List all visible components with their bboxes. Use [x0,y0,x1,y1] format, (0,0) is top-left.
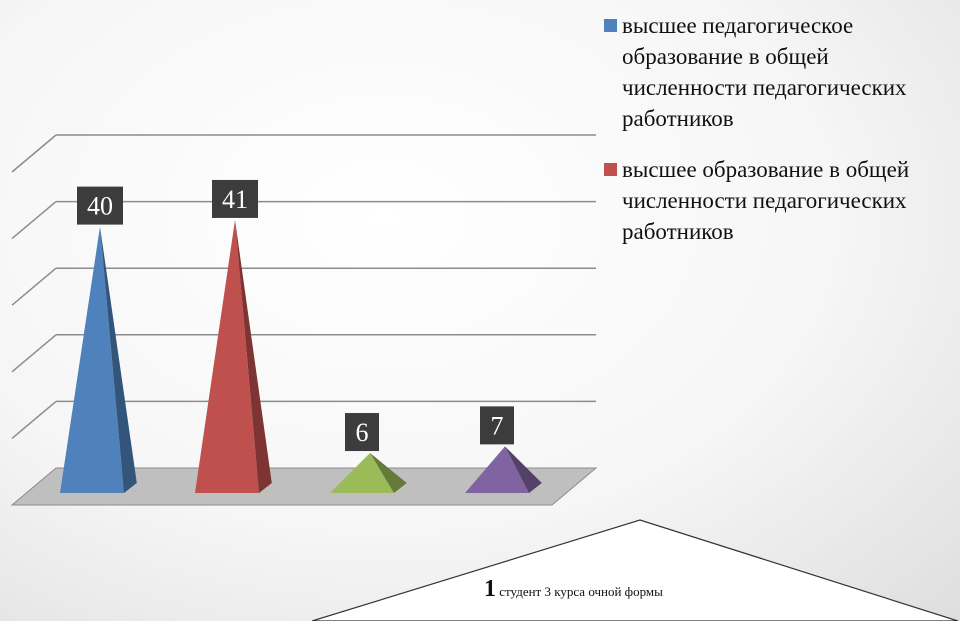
data-label: 6 [356,418,369,447]
pyramid-bar-front [465,446,529,493]
legend-label: высшее педагогическое образование в обще… [622,13,907,131]
footnote-shape [311,519,959,621]
data-label: 41 [222,185,248,214]
data-label-box [345,413,379,452]
data-label-box [212,179,258,218]
footnote-text: 1 студент 3 курса очной формы [484,576,663,603]
footnote-label: студент 3 курса очной формы [499,584,663,599]
pyramid-bar-front [330,453,394,493]
data-label-box [77,186,123,225]
legend-swatch-blue [604,19,617,32]
footnote-number: 1 [484,576,496,602]
pyramid-bar-front [195,219,259,493]
legend-label: высшее образование в общей численности п… [622,157,910,244]
pyramid-bar-front [60,226,124,493]
chart-floor [10,467,598,506]
legend-item-higher-education: высшее образование в общей численности п… [604,154,934,247]
gridline-side [11,201,57,240]
gridline-side [11,400,57,439]
data-label: 40 [87,192,113,221]
legend-item-pedagogical-education: высшее педагогическое образование в обще… [604,10,934,134]
pyramid-bar-side [370,453,407,493]
pyramid-bar-side [505,446,542,493]
data-label-box [480,406,514,445]
gridline-side [11,267,57,306]
data-label: 7 [491,411,504,440]
chart-legend: высшее педагогическое образование в обще… [604,10,934,267]
pyramid-bar-side [235,219,272,493]
pyramid-bar-side [100,226,137,493]
legend-swatch-red [604,163,617,176]
gridline-side [11,334,57,373]
gridline-side [11,134,57,173]
